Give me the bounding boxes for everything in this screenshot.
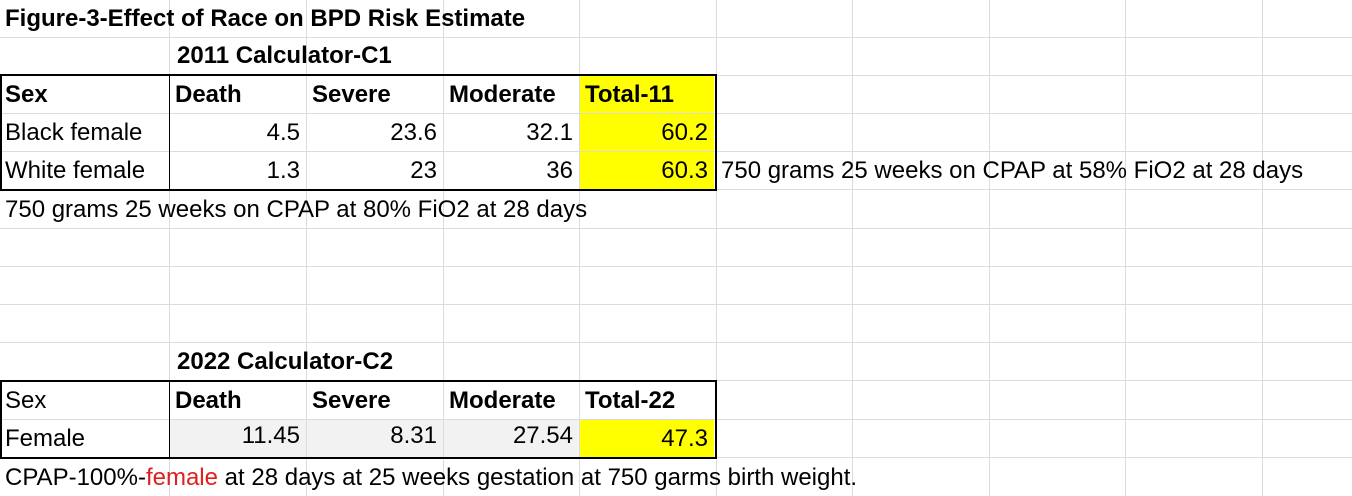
- table-cell-total: 60.3: [580, 152, 714, 189]
- table2-column-divider: [169, 380, 170, 459]
- table-cell: 4.5: [266, 119, 300, 146]
- table1-column-divider: [169, 74, 170, 191]
- table1-side-note: 750 grams 25 weeks on CPAP at 58% FiO2 a…: [721, 157, 1304, 184]
- table-cell-total: 60.2: [580, 114, 714, 151]
- footnote-highlight: female: [145, 464, 218, 491]
- table2-header-severe: Severe: [312, 387, 391, 414]
- table-cell: 27.54: [444, 420, 579, 457]
- table2-header-sex: Sex: [5, 387, 47, 414]
- table2-title: 2022 Calculator-C2: [177, 348, 394, 375]
- table-cell: 11.45: [170, 420, 306, 457]
- table1-header-death: Death: [175, 81, 242, 108]
- footnote-suffix: at 28 days at 25 weeks gestation at 750 …: [218, 464, 858, 491]
- table-cell: 23: [410, 157, 437, 184]
- figure-title: Figure-3-Effect of Race on BPD Risk Esti…: [5, 5, 526, 32]
- table-cell: 1.3: [266, 157, 300, 184]
- table-cell: 8.31: [307, 420, 443, 457]
- table-row-label: Female: [5, 425, 86, 452]
- table-cell-total: 47.3: [580, 420, 714, 457]
- table-cell: 36: [546, 157, 573, 184]
- table2-header-moderate: Moderate: [449, 387, 556, 414]
- table1-header-severe: Severe: [312, 81, 391, 108]
- table1-header-total: Total-11: [580, 76, 714, 113]
- table2-header-total: Total-22: [585, 387, 676, 414]
- table-cell: 23.6: [390, 119, 437, 146]
- table-row-label: Black female: [5, 119, 143, 146]
- table1-header-sex: Sex: [5, 81, 48, 108]
- footnote-prefix: CPAP-100%-: [5, 464, 146, 491]
- table2-footnote: CPAP-100%-female at 28 days at 25 weeks …: [0, 459, 1100, 496]
- table2-header-death: Death: [175, 387, 242, 414]
- table-cell: 32.1: [526, 119, 573, 146]
- table1-header-moderate: Moderate: [449, 81, 556, 108]
- table-row-label: White female: [5, 157, 146, 184]
- table1-footnote: 750 grams 25 weeks on CPAP at 80% FiO2 a…: [5, 196, 588, 223]
- table1-title: 2011 Calculator-C1: [177, 42, 392, 69]
